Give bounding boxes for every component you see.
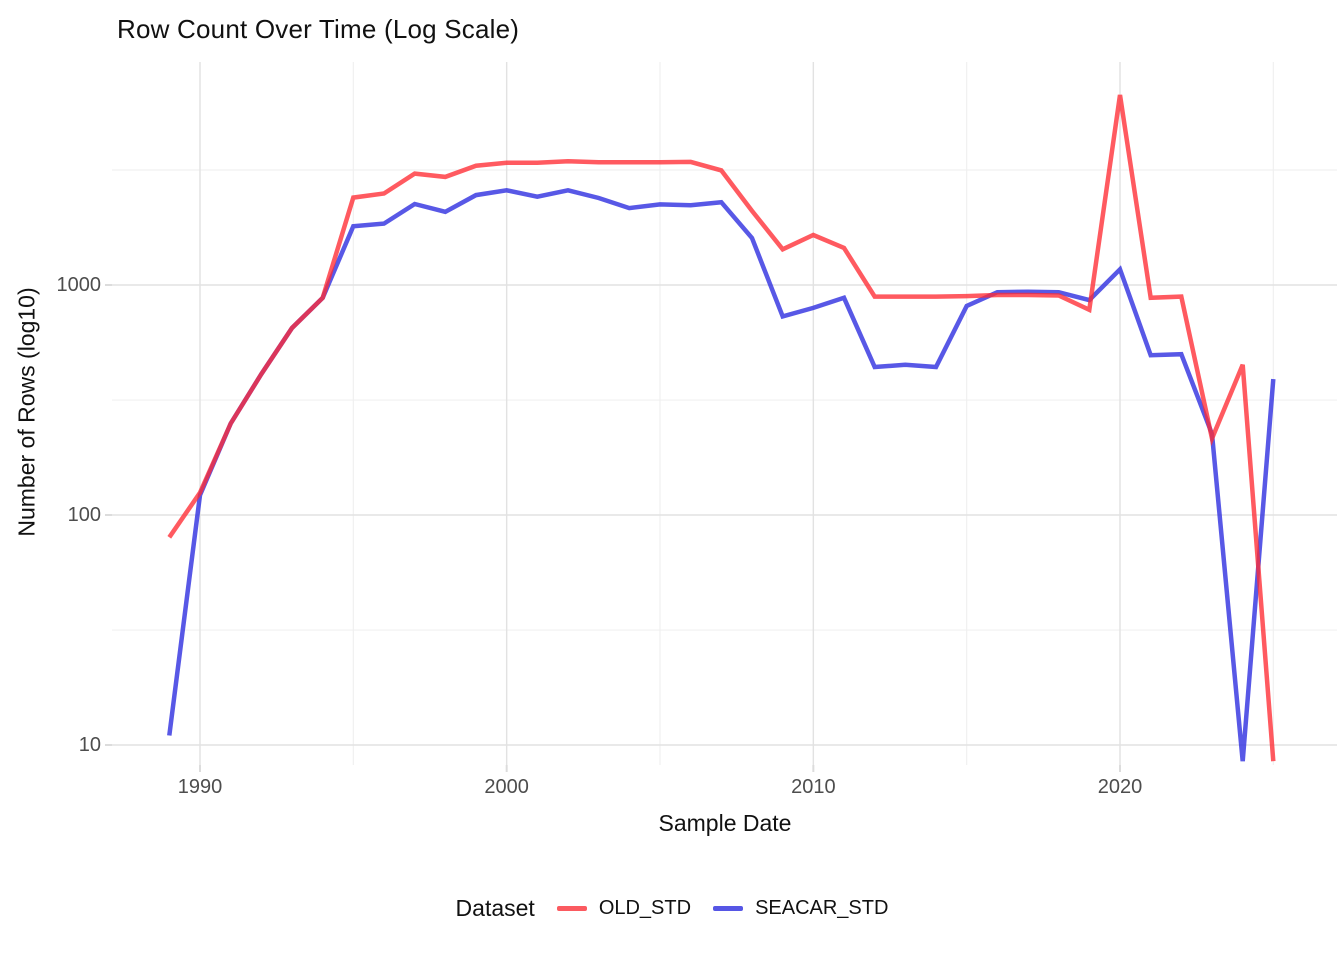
x-tick-label: 1990	[177, 776, 223, 798]
line-seacar-std	[167, 187, 1276, 762]
x-tick-label: 2020	[1097, 776, 1143, 798]
legend-label-old-std: OLD_STD	[598, 896, 692, 919]
x-tick-label: 2010	[791, 776, 836, 798]
y-tick-label: 100	[67, 504, 101, 526]
legend: Dataset OLD_STD SEACAR_STD	[0, 886, 1344, 930]
legend-item-old-std: OLD_STD	[556, 896, 692, 920]
x-tick-label: 2000	[484, 776, 529, 798]
y-axis-title: Number of Rows (log10)	[13, 287, 40, 537]
line-old-std	[167, 94, 1276, 762]
legend-item-seacar-std: SEACAR_STD	[713, 897, 888, 920]
x-axis-title: Sample Date	[658, 810, 792, 836]
y-tick-label: 1000	[56, 274, 102, 296]
legend-swatch-old-std-line-icon	[556, 905, 587, 911]
legend-title: Dataset	[455, 894, 535, 921]
chart-title: Row Count Over Time (Log Scale)	[117, 14, 520, 44]
legend-label-seacar-std: SEACAR_STD	[755, 896, 889, 919]
legend-swatch-seacar-std-line-icon	[713, 905, 744, 911]
y-tick-label: 10	[78, 734, 101, 756]
